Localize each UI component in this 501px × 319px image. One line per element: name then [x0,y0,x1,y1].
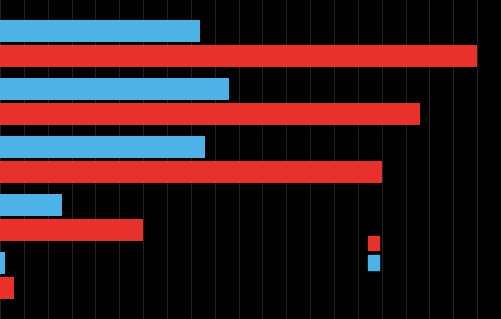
Bar [0,194,62,216]
Bar [0,277,15,299]
Bar [0,78,229,100]
Bar [0,136,205,158]
Bar [0,219,143,241]
Bar [0,103,420,125]
Bar [0,252,5,274]
Bar [0,161,382,183]
Bar [0,20,200,42]
Bar [0,45,477,67]
